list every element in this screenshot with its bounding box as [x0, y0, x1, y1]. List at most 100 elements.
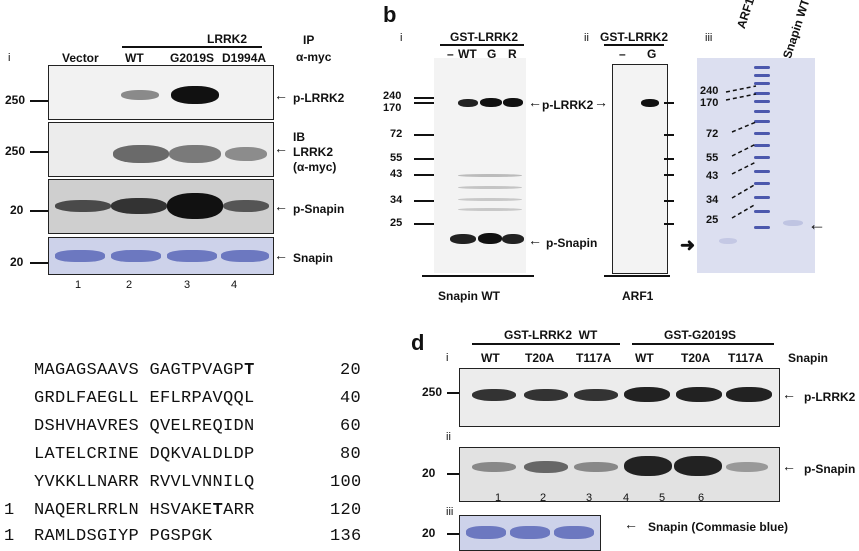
panel-d-row-i-tick — [447, 392, 459, 394]
sequence-num-3: 60 — [340, 417, 361, 436]
sequence-num-6: 120 — [330, 501, 362, 520]
panel-b-i-gel — [434, 58, 526, 273]
panel-d-lane-4: WT — [635, 351, 654, 365]
sequence-prefix-7: 1 — [4, 527, 15, 546]
panel-a-header-bracket — [122, 46, 262, 48]
row-ii-label-myc: (α-myc) — [293, 160, 336, 174]
panel-b-i-header-bracket — [440, 44, 524, 46]
panel-d-row-iii-label: Snapin (Commasie blue) — [648, 520, 788, 534]
panel-d-blot-p-snapin — [459, 447, 780, 502]
panel-b-iii-marker-dashes — [722, 82, 758, 232]
panel-d-row-ii-label: p-Snapin — [804, 462, 855, 476]
panel-b-iii-marker-55: 55 — [706, 152, 718, 164]
panel-b-i-roman: i — [400, 32, 402, 44]
lane-label-g2019s: G2019S — [170, 51, 214, 65]
panel-d-row-iii-arrow: ← — [624, 516, 638, 532]
row-ii-label-ib: IB — [293, 130, 305, 144]
panel-d-row-ii-tick — [447, 473, 459, 475]
blot-p-lrrk2 — [48, 65, 274, 120]
panel-b-ii-arrow: → — [594, 94, 608, 110]
panel-b-i-marker-34: 34 — [390, 194, 402, 206]
panel-a-header-protein: LRRK2 — [207, 32, 247, 46]
row-ii-marker: 250 — [5, 144, 25, 158]
row-iii-marker-tick — [30, 210, 48, 212]
panel-b-i-marker-25: 25 — [390, 217, 402, 229]
panel-b-i-arrow-p-snapin: ← — [528, 232, 542, 248]
panel-b-iii-roman: iii — [705, 32, 712, 44]
panel-b-iii-lane-snapin: Snapin WT — [780, 0, 812, 60]
panel-b-iii-marker-240: 240 — [700, 85, 718, 97]
panel-b-iii-arrow-right: ← — [808, 214, 826, 235]
row-ii-arrow: ← — [274, 140, 288, 156]
sequence-num-5: 100 — [330, 473, 362, 492]
panel-b-ii-header-bracket — [604, 44, 664, 46]
panel-d-row-i-arrow: ← — [782, 386, 796, 402]
lane-number-3: 3 — [184, 279, 190, 291]
lane-label-wt: WT — [125, 51, 144, 65]
sequence-line-6: NAQERLRRLN HSVAKETARR — [34, 501, 255, 520]
sequence-line-3: DSHVHAVRES QVELREQIDN — [34, 417, 255, 436]
panel-b-i-marker-43: 43 — [390, 168, 402, 180]
panel-b-ii-lane-g: G — [647, 47, 656, 61]
panel-d-letter: d — [411, 330, 424, 356]
panel-b-i-footer-line — [422, 275, 534, 277]
panel-a-ip-label: IP — [303, 33, 314, 47]
lane-number-4: 4 — [231, 279, 237, 291]
sequence-line-5: YVKKLLNARR RVVLVNNILQ — [34, 473, 255, 492]
row-i-label: p-LRRK2 — [293, 91, 344, 105]
panel-b-ii-roman: ii — [584, 32, 589, 44]
panel-d-row-iii-tick — [447, 533, 459, 535]
panel-d-lane-1: WT — [481, 351, 500, 365]
panel-b-ii-gel — [612, 64, 668, 274]
panel-d-lane-number-4: 4 — [623, 492, 629, 504]
panel-d-blot-snapin-coomassie — [459, 515, 601, 551]
sequence-num-1: 20 — [340, 361, 361, 380]
panel-d-row-i-label: p-LRRK2 — [804, 390, 855, 404]
panel-b-i-marker-240: 240 — [383, 90, 401, 102]
panel-b-iii-marker-43: 43 — [706, 170, 718, 182]
panel-b-ii-footer-line — [604, 275, 670, 277]
panel-d-lane-5: T20A — [681, 351, 710, 365]
panel-b-ii-lane-minus: – — [619, 47, 626, 61]
row-i-roman: i — [8, 52, 10, 64]
panel-d-lane-3: T117A — [576, 351, 611, 365]
panel-d-row-ii-arrow: ← — [782, 458, 796, 474]
panel-d-lane-number-3: 3 — [586, 492, 592, 504]
panel-d-lane-number-5: 5 — [659, 492, 665, 504]
panel-b-i-marker-170: 170 — [383, 102, 401, 114]
panel-b-iii-marker-170: 170 — [700, 97, 718, 109]
panel-b-i-marker-72: 72 — [390, 128, 402, 140]
panel-d-row-ii-roman: ii — [446, 431, 451, 443]
lane-number-2: 2 — [126, 279, 132, 291]
row-iv-marker: 20 — [10, 255, 23, 269]
panel-d-row-iii-marker: 20 — [422, 526, 435, 540]
row-ii-marker-tick — [30, 151, 48, 153]
panel-b-iii-arrow-left: ➜ — [680, 235, 695, 256]
row-iii-marker: 20 — [10, 203, 23, 217]
panel-d-group2: GST-G2019S — [664, 328, 736, 342]
sequence-num-7: 136 — [330, 527, 362, 546]
blot-p-snapin — [48, 179, 274, 234]
panel-d-lane-2: T20A — [525, 351, 554, 365]
panel-d-blot-p-lrrk2 — [459, 368, 780, 427]
row-iii-arrow: ← — [274, 198, 288, 214]
panel-b-i-header: GST-LRRK2 — [450, 30, 518, 44]
row-i-marker: 250 — [5, 93, 25, 107]
row-i-arrow: ← — [274, 87, 288, 103]
panel-b-i-marker-55: 55 — [390, 152, 402, 164]
sequence-line-2: GRDLFAEGLL EFLRPAVQQL — [34, 389, 255, 408]
sequence-line-1: MAGAGSAAVS GAGTPVAGPT — [34, 361, 255, 380]
sequence-num-4: 80 — [340, 445, 361, 464]
panel-d-lane-number-2: 2 — [540, 492, 546, 504]
sequence-line-4: LATELCRINE DQKVALDLDP — [34, 445, 255, 464]
row-ii-label-lrrk2: LRRK2 — [293, 145, 333, 159]
row-iv-arrow: ← — [274, 247, 288, 263]
panel-b-i-label-p-snapin: p-Snapin — [546, 236, 597, 250]
panel-b-ii-header: GST-LRRK2 — [600, 30, 668, 44]
blot-snapin-coomassie — [48, 237, 274, 275]
panel-d-row-i-marker: 250 — [422, 385, 442, 399]
panel-b-i-footer: Snapin WT — [438, 289, 500, 303]
panel-b-iii-marker-72: 72 — [706, 128, 718, 140]
panel-b-iii-lane-arf1: ARF1 — [734, 0, 757, 30]
lane-number-1: 1 — [75, 279, 81, 291]
